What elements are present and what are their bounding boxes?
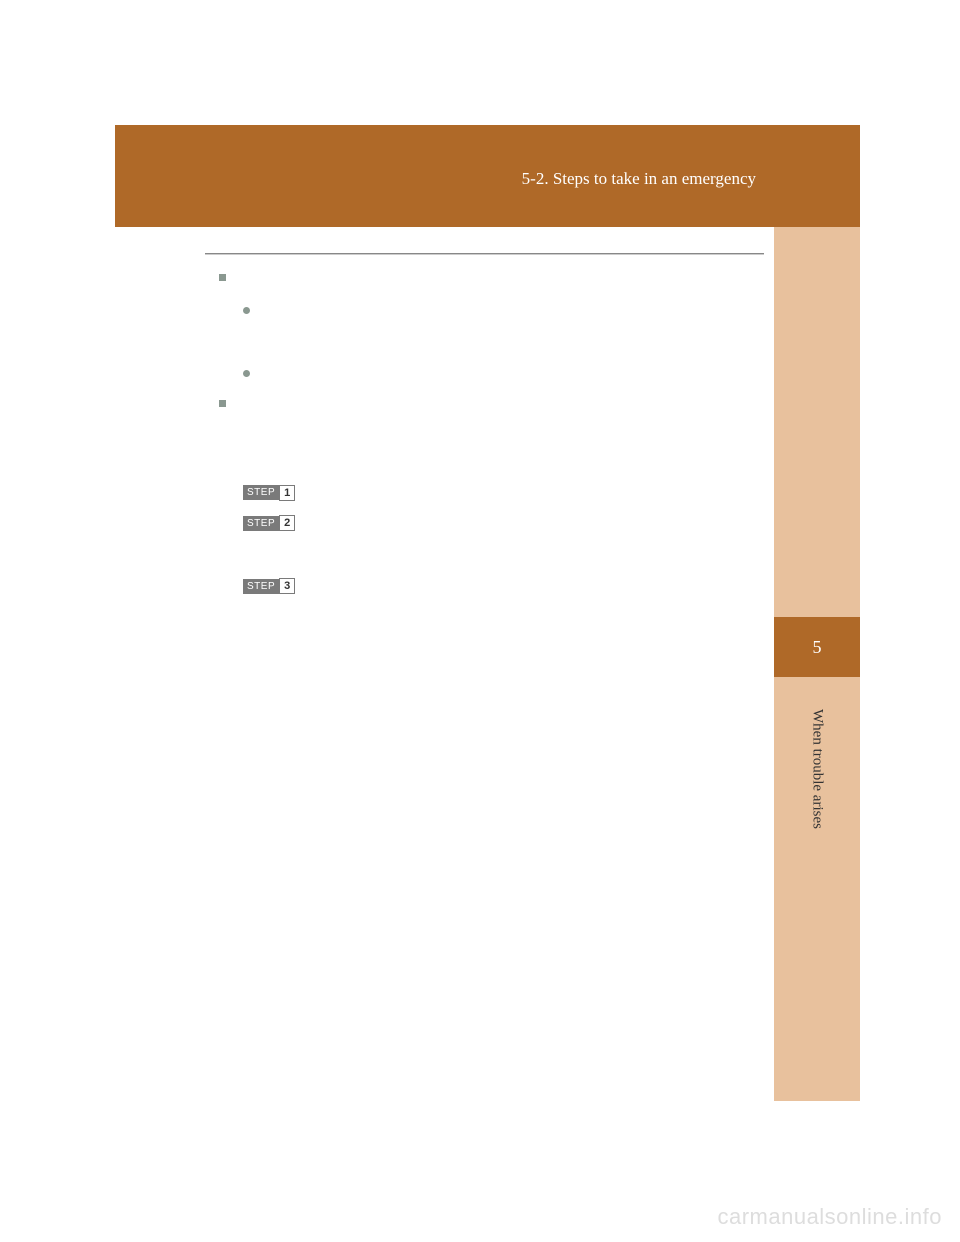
body-paragraph: continued xyxy=(243,544,754,567)
step-item-1: STEP1 Step one instruction text xyxy=(243,483,754,506)
step-number: 2 xyxy=(279,515,295,531)
body-paragraph: continued body line xyxy=(243,332,754,355)
square-bullet-icon xyxy=(219,400,226,407)
step-badge: STEP3 xyxy=(243,577,295,595)
step-number: 3 xyxy=(279,578,295,594)
chapter-number: 5 xyxy=(813,637,822,658)
watermark-text: carmanualsonline.info xyxy=(717,1204,942,1230)
section-heading-1: Heading text xyxy=(219,269,774,292)
manual-page: 5-2. Steps to take in an emergency 5 Whe… xyxy=(115,125,860,1101)
chapter-label-container: When trouble arises xyxy=(774,709,860,909)
body-paragraph: body paragraph line under the second hea… xyxy=(243,428,754,473)
square-bullet-icon xyxy=(219,274,226,281)
step-label: STEP xyxy=(243,516,279,531)
top-divider xyxy=(205,253,764,255)
chapter-tab: 5 xyxy=(774,617,860,677)
section-heading-2: Heading text two xyxy=(219,395,774,418)
step-label: STEP xyxy=(243,579,279,594)
step-label: STEP xyxy=(243,485,279,500)
content-body: Heading text List content line one that … xyxy=(115,227,774,607)
section-title: 5-2. Steps to take in an emergency xyxy=(522,169,756,189)
step-item-2: STEP2 Step two instruction text that spa… xyxy=(243,513,754,536)
step-badge: STEP2 xyxy=(243,514,295,532)
circle-bullet-icon xyxy=(243,307,250,314)
step-item-3: STEP3 Step three instruction text xyxy=(243,576,754,599)
page-header: 5-2. Steps to take in an emergency xyxy=(115,125,860,227)
chapter-label: When trouble arises xyxy=(809,709,826,829)
step-badge: STEP1 xyxy=(243,484,295,502)
step-number: 1 xyxy=(279,485,295,501)
bullet-item: List content line one that wraps across … xyxy=(243,302,754,325)
bullet-item: Second list content item line rendering … xyxy=(243,365,754,388)
circle-bullet-icon xyxy=(243,370,250,377)
